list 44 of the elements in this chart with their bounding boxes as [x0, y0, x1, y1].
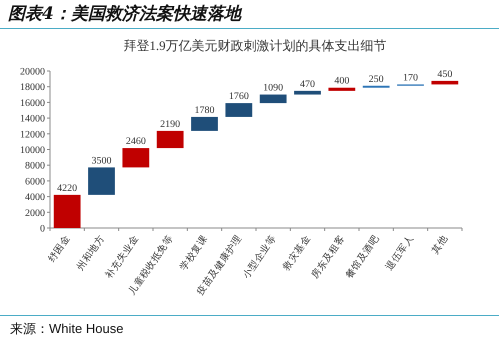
y-tick-label: 10000: [20, 145, 45, 156]
data-label: 450: [437, 68, 452, 80]
x-tick-label: 纾困金: [46, 232, 73, 264]
y-tick-label: 14000: [20, 114, 45, 125]
bar: [225, 103, 252, 117]
data-label: 470: [300, 78, 315, 90]
y-tick-label: 20000: [20, 66, 45, 78]
data-label: 170: [403, 72, 418, 84]
data-label: 2190: [160, 118, 180, 130]
chart-title: 图表4：美国救济法案快速落地: [8, 3, 241, 25]
x-tick-label: 学校复课: [177, 232, 210, 272]
source-note: 来源：White House: [10, 320, 124, 338]
x-tick-label: 其他: [428, 232, 450, 256]
x-tick-label: 退伍军人: [383, 232, 416, 272]
y-tick-label: 2000: [25, 208, 45, 219]
x-tick-label: 救灾基金: [280, 232, 313, 274]
data-label: 4220: [57, 182, 78, 194]
data-label: 250: [368, 74, 384, 85]
data-label: 3500: [92, 155, 112, 166]
chart-subtitle: 拜登1.9万亿美元财政刺激计划的具体支出细节: [123, 38, 387, 53]
y-tick-label: 16000: [20, 98, 45, 109]
bar: [328, 88, 356, 91]
bar: [156, 130, 184, 148]
bar: [88, 167, 115, 195]
bar: [260, 94, 287, 104]
data-label: 400: [334, 76, 350, 87]
bar: [122, 148, 150, 168]
y-tick-label: 4000: [25, 192, 45, 204]
x-tick-label: 州和地方: [74, 232, 107, 272]
x-tick-label: 餐馆及酒吧: [343, 232, 382, 281]
bar: [294, 90, 321, 95]
bar: [54, 194, 81, 228]
bar: [191, 116, 218, 131]
data-label: 1760: [228, 91, 249, 102]
y-tick-label: 0: [40, 224, 45, 234]
x-tick-label: 小型企业等: [240, 232, 279, 281]
y-tick-label: 18000: [20, 82, 45, 94]
data-label: 1090: [263, 82, 284, 94]
bar: [431, 80, 458, 84]
y-tick-label: 6000: [25, 176, 45, 188]
data-label: 1780: [194, 104, 214, 116]
y-tick-label: 8000: [25, 160, 45, 172]
y-tick-label: 12000: [20, 129, 45, 140]
data-label: 2460: [126, 136, 146, 148]
